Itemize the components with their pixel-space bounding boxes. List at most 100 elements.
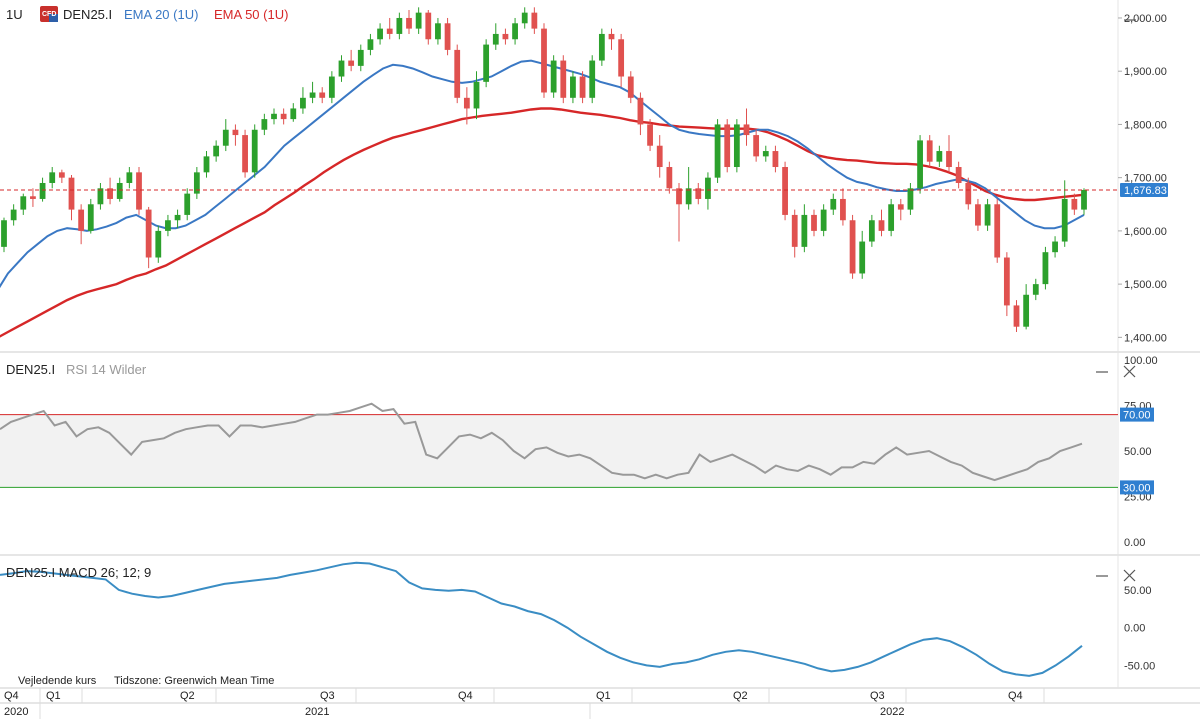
- candle: [155, 225, 162, 263]
- close-icon[interactable]: [1123, 365, 1136, 378]
- candle-body: [300, 97, 306, 109]
- price-tick-label: 1,500.00: [1124, 279, 1167, 291]
- grid: [0, 0, 1200, 704]
- candle: [868, 214, 875, 247]
- candle-body: [695, 188, 702, 199]
- candle: [213, 140, 220, 162]
- ema50-label[interactable]: EMA 50 (1U): [214, 7, 288, 22]
- timeframe-label[interactable]: 1U: [6, 7, 23, 22]
- candle-body: [1032, 284, 1039, 295]
- candle-body: [772, 151, 779, 168]
- candle-body: [406, 17, 412, 29]
- candle-body: [743, 124, 750, 136]
- candle: [10, 204, 17, 226]
- macd-title[interactable]: DEN25.I MACD 26; 12; 9: [6, 565, 151, 580]
- candle: [251, 124, 258, 178]
- candle-body: [473, 81, 480, 109]
- candle-body: [994, 204, 1001, 258]
- candle-body: [975, 204, 981, 226]
- candle-body: [936, 151, 943, 162]
- candle: [926, 135, 933, 168]
- candle-body: [309, 92, 316, 98]
- quarter-label: Q2: [180, 690, 195, 702]
- candle-body: [782, 167, 788, 215]
- candle-body: [203, 156, 210, 173]
- rsi-indicator-label[interactable]: RSI 14 Wilder: [66, 362, 147, 377]
- price-pane[interactable]: 2,000.00 1,900.00 1,800.00 1,700.00 1,600.00…: [0, 6, 1168, 344]
- candle: [58, 169, 65, 183]
- candle: [309, 81, 316, 104]
- candle: [492, 23, 499, 50]
- price-axis[interactable]: 2,000.00 1,900.00 1,800.00 1,700.00 1,600.00…: [1118, 13, 1167, 344]
- candle: [936, 145, 943, 168]
- quarter-label: Q1: [46, 690, 61, 702]
- candle: [618, 33, 625, 88]
- candle: [184, 188, 191, 221]
- candle: [300, 87, 306, 114]
- candle: [319, 87, 326, 104]
- close-icon[interactable]: [1123, 569, 1136, 582]
- candle-body: [946, 151, 952, 168]
- candle-body: [463, 97, 470, 109]
- candle-body: [425, 12, 432, 40]
- candle: [280, 108, 287, 125]
- candle-body: [849, 220, 856, 274]
- candle: [733, 119, 740, 173]
- macd-tick-label: 50.00: [1124, 585, 1152, 597]
- symbol-label[interactable]: DEN25.I: [63, 7, 112, 22]
- candle: [415, 7, 422, 34]
- rsi-overbought-label: 70.00: [1123, 410, 1151, 422]
- footer-price-note: Vejledende kurs: [18, 675, 97, 687]
- candle: [512, 17, 518, 45]
- candle-body: [550, 60, 557, 93]
- candle-body: [97, 188, 104, 205]
- candle-body: [926, 140, 933, 162]
- candle-body: [492, 33, 499, 45]
- candle: [647, 119, 653, 152]
- candle-body: [483, 44, 490, 82]
- candle-body: [676, 188, 682, 205]
- last-price-tag: [1120, 182, 1168, 197]
- candle-body: [791, 214, 798, 247]
- candle-body: [87, 204, 94, 231]
- candle: [1003, 252, 1010, 317]
- candle-body: [637, 97, 644, 125]
- quarter-label: Q4: [4, 690, 19, 702]
- candle-body: [598, 33, 605, 61]
- quarter-label: Q3: [870, 690, 885, 702]
- candle-body: [811, 214, 817, 231]
- candle: [222, 119, 229, 152]
- candle: [627, 71, 634, 104]
- candle: [531, 7, 538, 34]
- candle-body: [830, 198, 837, 210]
- macd-pane[interactable]: 50.00 0.00 -50.00 DEN25.I MACD 26; 12; 9: [0, 561, 1155, 677]
- time-axis[interactable]: Q4 Q1 Q2 Q3 Q4 Q1 Q2 Q3 Q4 2020 2021 2022: [4, 688, 1045, 719]
- candle-body: [1003, 257, 1010, 306]
- candle-body: [1071, 198, 1078, 210]
- candle-body: [888, 204, 895, 231]
- candle-body: [78, 209, 85, 231]
- candle: [232, 124, 239, 146]
- candle: [811, 209, 817, 237]
- ema20-label[interactable]: EMA 20 (1U): [124, 7, 198, 22]
- quarter-label: Q2: [733, 690, 748, 702]
- macd-axis[interactable]: 50.00 0.00 -50.00: [1124, 585, 1155, 672]
- candle: [965, 177, 972, 210]
- candle: [454, 44, 461, 104]
- rsi-tick-label: 25.00: [1124, 492, 1152, 504]
- candle: [136, 167, 142, 215]
- candle: [145, 206, 152, 269]
- candle: [550, 55, 557, 98]
- price-tick-label: 1,400.00: [1124, 332, 1167, 344]
- candle-body: [1, 220, 7, 247]
- candles: [1, 7, 1087, 333]
- rsi-symbol-label[interactable]: DEN25.I: [6, 362, 55, 377]
- candle: [637, 92, 644, 136]
- macd-line: [0, 561, 1083, 677]
- candle-body: [193, 172, 200, 194]
- candle: [685, 167, 692, 210]
- candle: [1042, 246, 1049, 290]
